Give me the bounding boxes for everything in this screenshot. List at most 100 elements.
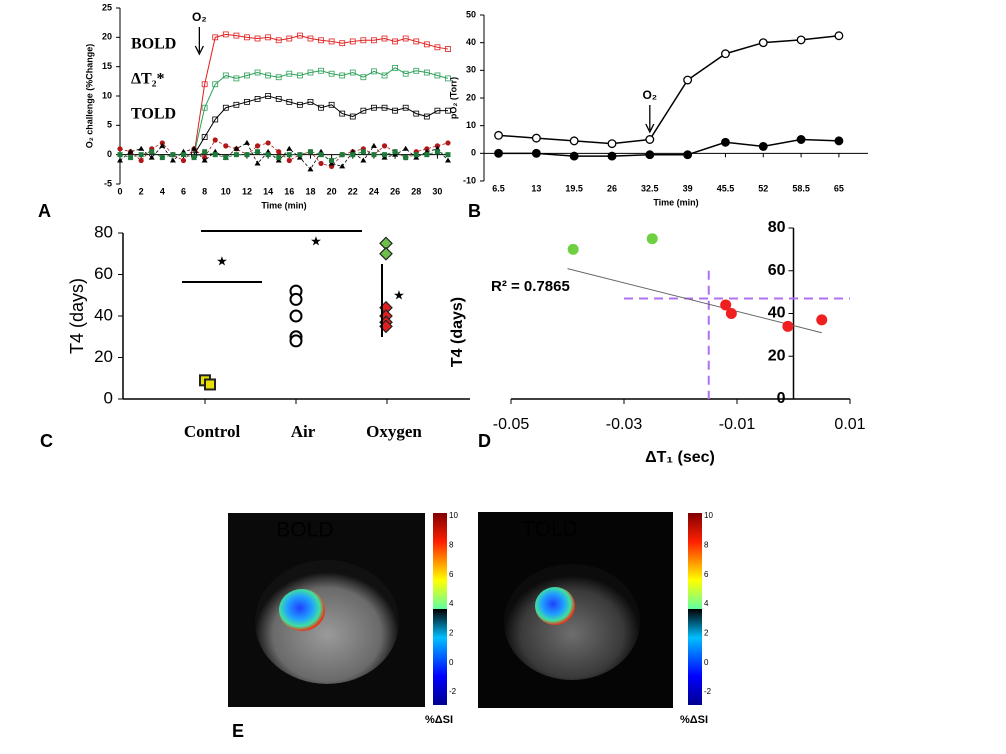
marker (212, 116, 219, 123)
y-tick-label: 25 (102, 2, 112, 12)
marker (413, 67, 420, 74)
series-line (193, 67, 449, 155)
image-title: BOLD (276, 519, 333, 542)
marker (834, 136, 844, 146)
marker (646, 233, 658, 245)
marker (212, 152, 218, 158)
sig-star: ★ (216, 253, 228, 268)
x-tick-label: 14 (263, 186, 273, 196)
marker (297, 152, 303, 158)
marker (318, 104, 324, 111)
colorbar-tick-label: 8 (704, 540, 709, 549)
overlay (535, 587, 575, 625)
x-tick-label: -0.05 (493, 416, 530, 433)
y-tick-label: 80 (94, 222, 113, 241)
marker (434, 149, 440, 155)
marker (423, 113, 430, 120)
marker (148, 154, 155, 160)
marker (371, 37, 377, 44)
marker (296, 72, 303, 79)
marker (286, 70, 293, 77)
marker (721, 49, 730, 59)
marker (434, 44, 441, 51)
marker (117, 146, 123, 152)
marker (758, 141, 768, 151)
marker (286, 152, 292, 158)
marker (645, 135, 655, 144)
panel-label: C (40, 431, 53, 451)
marker (201, 134, 208, 140)
annotation: O₂ (642, 88, 657, 102)
series-line (498, 35, 839, 145)
marker (127, 148, 134, 154)
y-tick-label: 40 (94, 305, 113, 324)
marker (180, 157, 187, 164)
marker (117, 152, 123, 158)
marker (392, 64, 398, 71)
colorbar (433, 513, 447, 705)
marker (434, 72, 441, 79)
x-tick-label: 28 (411, 186, 421, 196)
marker (244, 98, 250, 105)
legend-entry: TOLD (131, 106, 176, 123)
marker (307, 166, 314, 172)
colorbar (688, 513, 702, 705)
x-tick-label: 39 (683, 183, 693, 193)
marker (381, 104, 388, 111)
marker (531, 148, 541, 158)
marker (339, 110, 346, 117)
marker (180, 152, 186, 158)
colorbar-tick-label: 6 (449, 570, 454, 579)
marker (402, 70, 409, 77)
y-tick-label: 20 (768, 347, 786, 364)
y-axis-label: T4 (days) (449, 297, 466, 367)
y-tick-label: -5 (104, 178, 112, 188)
marker (494, 130, 503, 140)
marker (233, 145, 240, 151)
marker (244, 152, 250, 158)
mri-anatomy (255, 560, 399, 684)
x-tick-label: -0.03 (606, 416, 643, 433)
y-tick-label: 0 (107, 149, 112, 159)
marker (329, 158, 335, 164)
marker (371, 68, 377, 75)
marker (607, 151, 617, 161)
marker (445, 107, 451, 114)
marker (233, 101, 240, 108)
x-tick-label: 18 (305, 186, 315, 196)
x-tick-label: Control (184, 422, 241, 441)
marker (276, 149, 282, 155)
marker (128, 155, 134, 161)
marker (159, 155, 165, 161)
arrow-head (645, 123, 655, 134)
x-axis-label: Time (min) (653, 197, 698, 207)
x-tick-label: 20 (327, 186, 337, 196)
marker (286, 35, 293, 42)
y-axis-label: O₂ challenge (%Change) (84, 44, 94, 149)
marker (434, 107, 441, 114)
marker (233, 32, 240, 39)
marker (233, 152, 239, 158)
x-axis-label: Time (min) (261, 200, 306, 210)
y-axis-label: T4 (days) (67, 278, 87, 354)
marker (289, 292, 303, 306)
x-tick-label: 32.5 (641, 183, 659, 193)
marker (816, 314, 828, 326)
marker (720, 299, 732, 311)
marker (286, 98, 293, 105)
x-tick-label: Air (291, 422, 316, 441)
y-tick-label: 20 (466, 92, 476, 102)
colorbar-label: %ΔSI (425, 714, 453, 726)
y-tick-label: 60 (94, 264, 113, 283)
marker (202, 149, 208, 155)
marker (212, 137, 218, 143)
marker (494, 148, 503, 158)
marker (159, 142, 166, 148)
marker (212, 34, 219, 41)
x-tick-label: 0 (117, 186, 122, 196)
y-tick-label: 80 (768, 219, 786, 236)
marker (403, 155, 409, 161)
x-tick-label: 26 (607, 183, 617, 193)
y-tick-label: 40 (768, 305, 786, 322)
mri-anatomy (504, 564, 640, 680)
